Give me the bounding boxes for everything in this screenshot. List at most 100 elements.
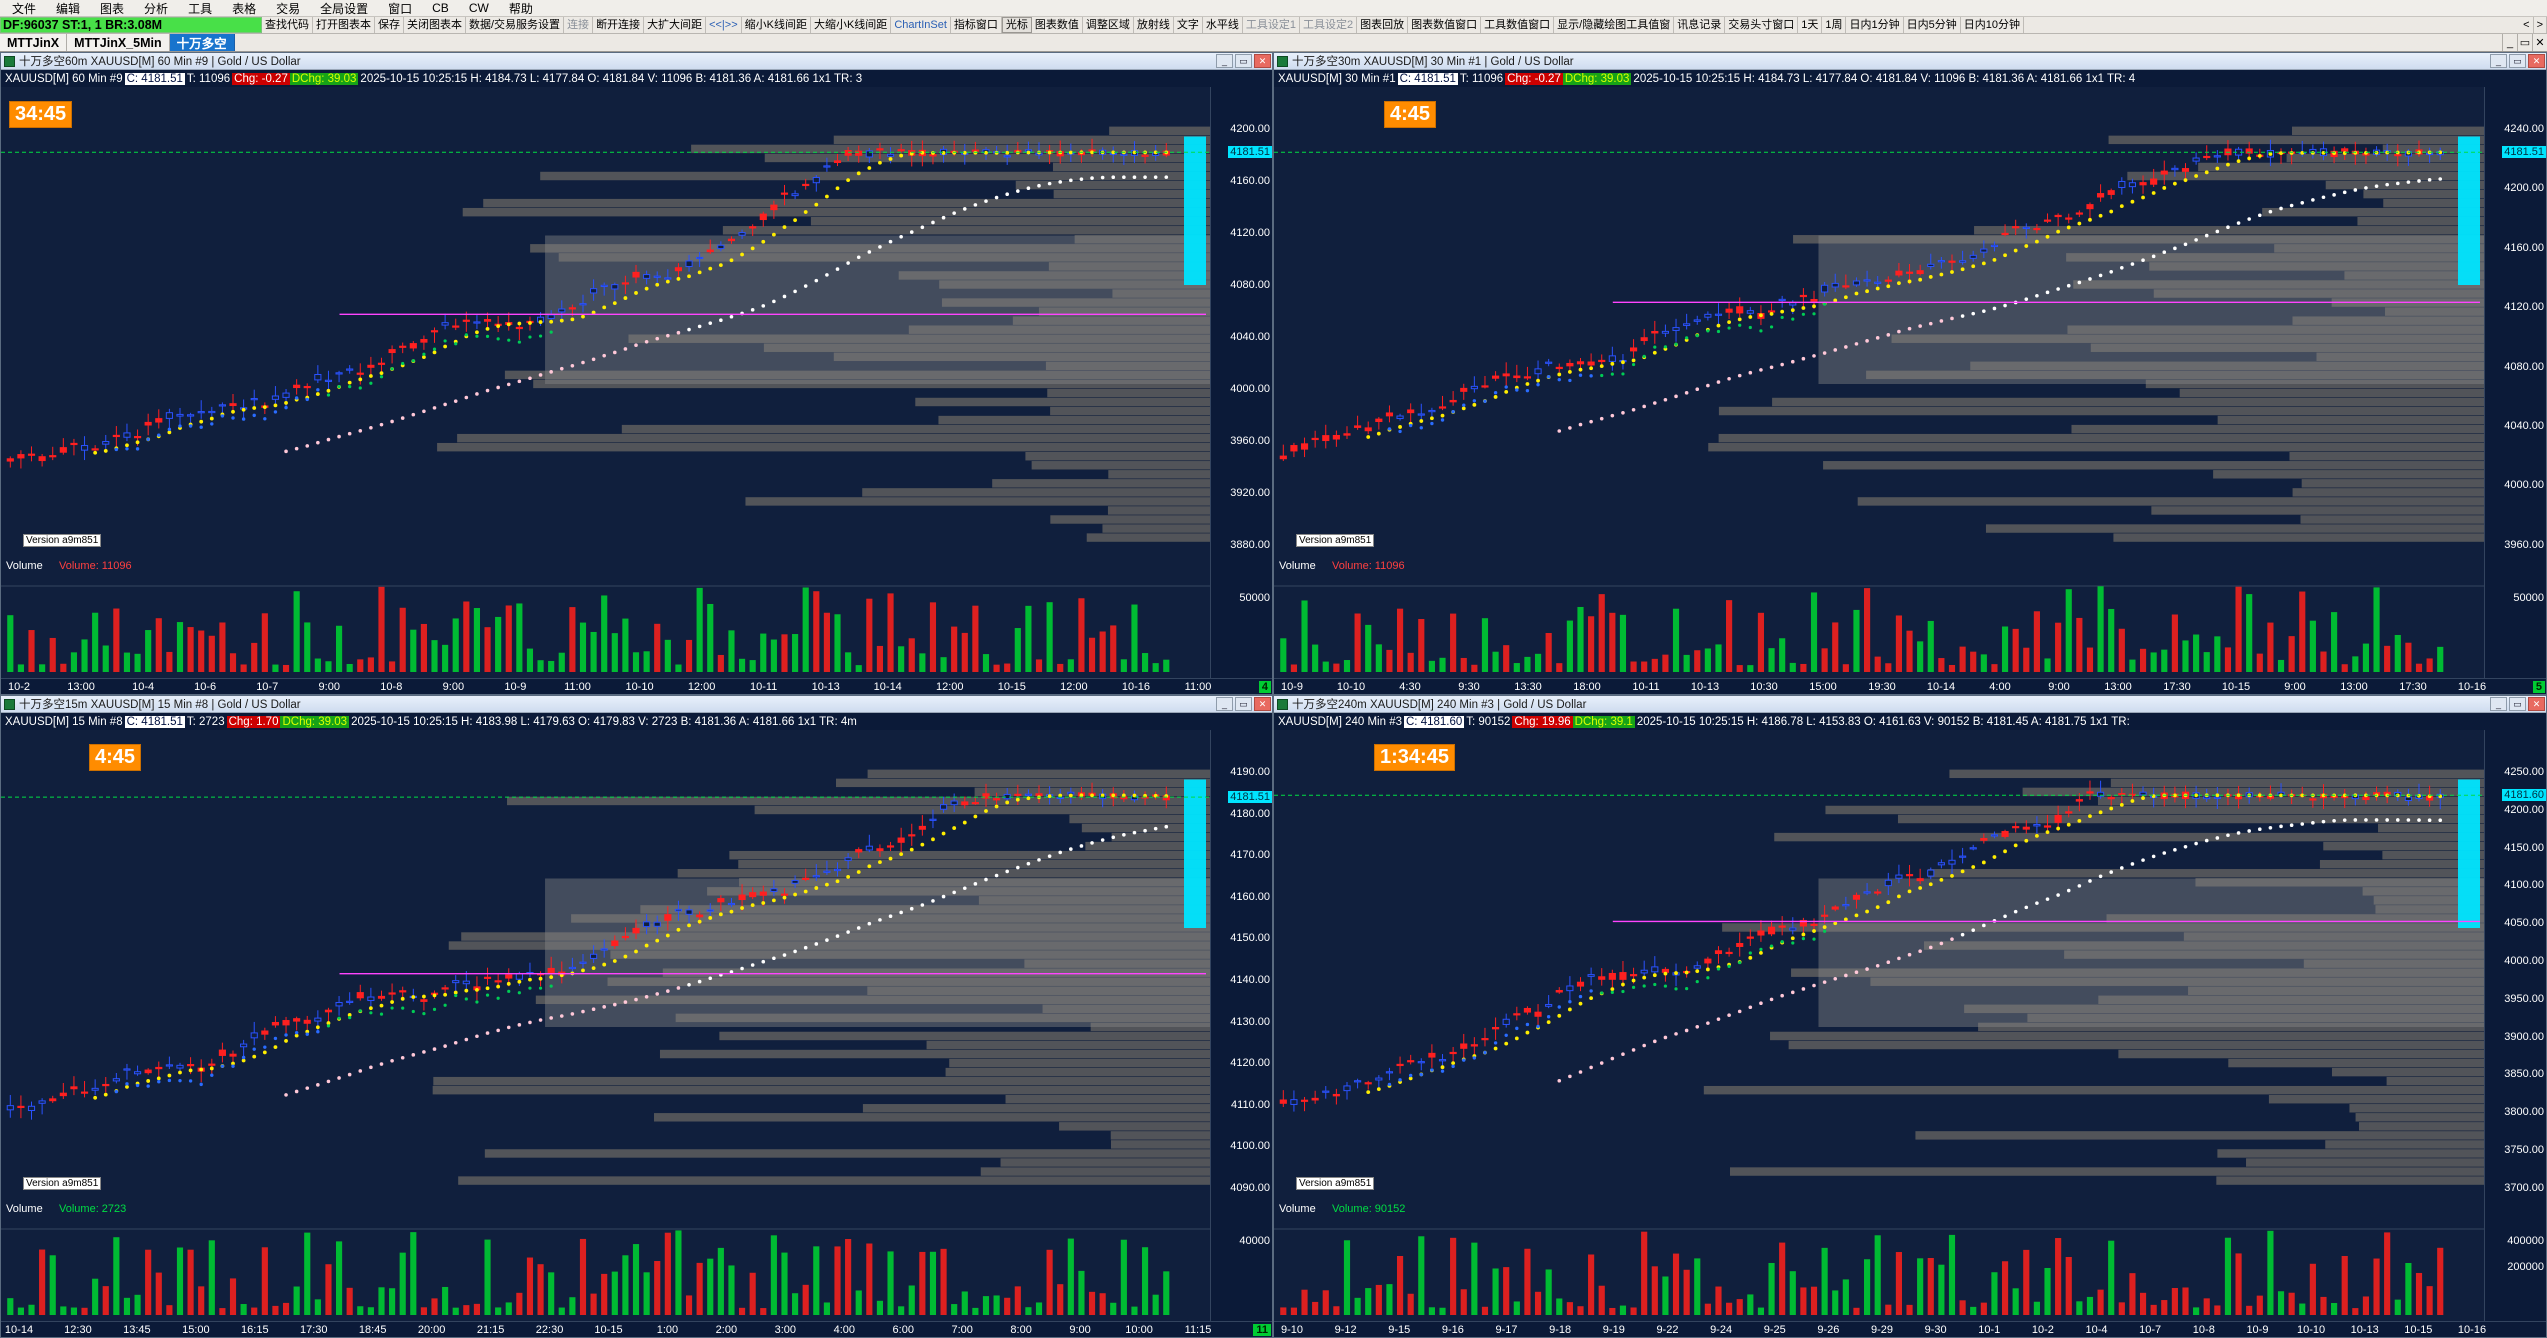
chart-canvas[interactable]: 4200.00 4160.00 4120.00 4080.00 4040.00 4000.… bbox=[1, 87, 1272, 678]
y-axis-label: 4130.00 bbox=[1230, 1015, 1270, 1028]
data-symbol: XAUUSD[M] 30 Min #1 bbox=[1278, 72, 1396, 85]
chart-panel-p30[interactable]: 十万多空30m XAUUSD[M] 30 Min #1 | Gold / US … bbox=[1273, 52, 2547, 695]
toolbar-button-29[interactable]: 日内1分钟 bbox=[1846, 17, 1904, 33]
menu-item-chart[interactable]: 图表 bbox=[100, 1, 125, 16]
data-rest: 2025-10-15 10:25:15 H: 4183.98 L: 4179.6… bbox=[351, 715, 857, 728]
menu-item-analysis[interactable]: 分析 bbox=[144, 1, 169, 16]
toolbar-button-18[interactable]: 水平线 bbox=[1203, 17, 1243, 33]
toolbar-button-15[interactable]: 调整区域 bbox=[1083, 17, 1134, 33]
toolbar-button-21[interactable]: 图表回放 bbox=[1357, 17, 1409, 33]
toolbar-button-30[interactable]: 日内5分钟 bbox=[1904, 17, 1961, 33]
panel-data-row: XAUUSD[M] 60 Min #9 C: 4181.51 T: 11096 Chg… bbox=[1, 70, 1272, 87]
y-axis[interactable]: 4190.00 4180.00 4170.00 4160.00 4150.00 4140.… bbox=[1210, 730, 1272, 1321]
menu-item-table[interactable]: 表格 bbox=[232, 1, 257, 16]
toolbar-button-1[interactable]: 打开图表本 bbox=[313, 17, 375, 33]
menu-item-cw[interactable]: CW bbox=[468, 1, 489, 15]
x-axis-label: 6:00 bbox=[892, 1323, 914, 1336]
toolbar-button-20[interactable]: 工具设定2 bbox=[1300, 17, 1358, 33]
toolbar-button-9[interactable]: 缩小K线间距 bbox=[742, 17, 811, 33]
toolbar-button-22[interactable]: 图表数值窗口 bbox=[1408, 17, 1482, 33]
panel-close-icon[interactable]: ✕ bbox=[2528, 54, 2545, 68]
toolbar-button-11[interactable]: ChartInSet bbox=[891, 17, 951, 33]
menu-bar: 文件 编辑 图表 分析 工具 表格 交易 全局设置 窗口 CB CW 帮助 bbox=[0, 0, 2547, 17]
toolbar-button-26[interactable]: 交易头寸窗口 bbox=[1725, 17, 1799, 33]
toolbar-button-25[interactable]: 讯息记录 bbox=[1674, 17, 1726, 33]
toolbar-button-10[interactable]: 大缩小K线间距 bbox=[811, 17, 892, 33]
toolbar-button-6[interactable]: 断开连接 bbox=[593, 17, 645, 33]
panel-restore-icon[interactable]: ▭ bbox=[1235, 697, 1252, 711]
chart-canvas[interactable]: 4240.00 4200.00 4160.00 4120.00 4080.00 4040.… bbox=[1274, 87, 2546, 678]
chart-panel-p15[interactable]: 十万多空15m XAUUSD[M] 15 Min #8 | Gold / US … bbox=[0, 695, 1273, 1338]
data-symbol: XAUUSD[M] 60 Min #9 bbox=[5, 72, 123, 85]
panel-title: 十万多空60m XAUUSD[M] 60 Min #9 | Gold / US … bbox=[19, 56, 301, 68]
toolbar-button-24[interactable]: 显示/隐藏绘图工具值窗 bbox=[1554, 17, 1675, 33]
toolbar-button-14[interactable]: 图表数值 bbox=[1032, 17, 1083, 33]
panel-close-icon[interactable]: ✕ bbox=[1254, 697, 1271, 711]
minimize-icon[interactable]: _ bbox=[2502, 34, 2517, 51]
x-axis-label: 10-14 bbox=[873, 680, 902, 693]
menu-item-tools[interactable]: 工具 bbox=[188, 1, 213, 16]
toolbar-scroll-right[interactable]: > bbox=[2534, 17, 2547, 33]
menu-item-global-settings[interactable]: 全局设置 bbox=[320, 1, 369, 16]
menu-item-cb[interactable]: CB bbox=[432, 1, 449, 15]
tab-mttjinx[interactable]: MTTJinX bbox=[0, 34, 68, 51]
x-axis: 10-2 13:00 10-4 10-6 10-7 9:00 10-8 9:00 10-9 11:… bbox=[1, 678, 1272, 694]
toolbar-button-2[interactable]: 保存 bbox=[375, 17, 404, 33]
panel-close-icon[interactable]: ✕ bbox=[1254, 54, 1271, 68]
toolbar-button-23[interactable]: 工具数值窗口 bbox=[1481, 17, 1555, 33]
toolbar-button-5[interactable]: 连接 bbox=[564, 17, 594, 33]
panel-restore-icon[interactable]: ▭ bbox=[1235, 54, 1252, 68]
toolbar-button-8[interactable]: <<|>> bbox=[706, 17, 742, 33]
chart-canvas[interactable]: 4190.00 4180.00 4170.00 4160.00 4150.00 4140.… bbox=[1, 730, 1272, 1321]
x-axis-tag: 5 bbox=[2532, 680, 2545, 693]
toolbar-button-19[interactable]: 工具设定1 bbox=[1243, 17, 1301, 33]
toolbar-button-27[interactable]: 1天 bbox=[1798, 17, 1823, 33]
chart-canvas[interactable]: 4250.00 4200.00 4150.00 4100.00 4050.00 4000.… bbox=[1274, 730, 2546, 1321]
y-axis-label: 4100.00 bbox=[2504, 879, 2544, 892]
menu-item-edit[interactable]: 编辑 bbox=[56, 1, 81, 16]
menu-item-help[interactable]: 帮助 bbox=[508, 1, 533, 16]
panel-minimize-icon[interactable]: _ bbox=[1216, 697, 1233, 711]
y-axis[interactable]: 4250.00 4200.00 4150.00 4100.00 4050.00 4000.… bbox=[2484, 730, 2546, 1321]
y-axis-label: 3900.00 bbox=[2504, 1030, 2544, 1043]
panel-minimize-icon[interactable]: _ bbox=[2490, 697, 2507, 711]
toolbar-button-3[interactable]: 关闭图表本 bbox=[404, 17, 466, 33]
panel-close-icon[interactable]: ✕ bbox=[2528, 697, 2545, 711]
toolbar-button-13[interactable]: 光标 bbox=[1001, 17, 1032, 33]
chart-panel-p60[interactable]: 十万多空60m XAUUSD[M] 60 Min #9 | Gold / US … bbox=[0, 52, 1273, 695]
toolbar-button-16[interactable]: 放射线 bbox=[1134, 17, 1174, 33]
toolbar-button-12[interactable]: 指标窗口 bbox=[951, 17, 1002, 33]
x-axis-label: 9-30 bbox=[1924, 1323, 1947, 1336]
x-axis-label: 17:30 bbox=[299, 1323, 328, 1336]
x-axis-label: 10-13 bbox=[2350, 1323, 2379, 1336]
data-close: C: 4181.60 bbox=[1404, 715, 1465, 728]
chart-panel-p240[interactable]: 十万多空240m XAUUSD[M] 240 Min #3 | Gold / U… bbox=[1273, 695, 2547, 1338]
volume-value: Volume: 2723 bbox=[59, 1203, 127, 1215]
panel-minimize-icon[interactable]: _ bbox=[1216, 54, 1233, 68]
tab-shiwan-duokong[interactable]: 十万多空 bbox=[169, 34, 235, 51]
y-axis-label: 4080.00 bbox=[1230, 279, 1270, 291]
toolbar-button-7[interactable]: 大扩大间距 bbox=[644, 17, 707, 33]
toolbar: DF:96037 ST:1, 1 BR:3.08M 查找代码 打开图表本 保存 关闭图… bbox=[0, 17, 2547, 34]
y-axis[interactable]: 4240.00 4200.00 4160.00 4120.00 4080.00 4040.… bbox=[2484, 87, 2546, 678]
panel-restore-icon[interactable]: ▭ bbox=[2509, 54, 2526, 68]
toolbar-scroll-left[interactable]: < bbox=[2520, 17, 2534, 33]
y-axis[interactable]: 4200.00 4160.00 4120.00 4080.00 4040.00 4000.… bbox=[1210, 87, 1272, 678]
x-axis-label: 10-15 bbox=[594, 1323, 623, 1336]
panel-restore-icon[interactable]: ▭ bbox=[2509, 697, 2526, 711]
x-axis-label: 9:00 bbox=[1069, 1323, 1091, 1336]
toolbar-button-31[interactable]: 日内10分钟 bbox=[1961, 17, 2024, 33]
menu-item-trade[interactable]: 交易 bbox=[276, 1, 301, 16]
toolbar-button-28[interactable]: 1周 bbox=[1822, 17, 1847, 33]
close-icon[interactable]: ✕ bbox=[2532, 34, 2547, 51]
panel-minimize-icon[interactable]: _ bbox=[2490, 54, 2507, 68]
menu-item-window[interactable]: 窗口 bbox=[388, 1, 413, 16]
tab-mttjinx-5min[interactable]: MTTJinX_5Min bbox=[67, 34, 170, 51]
toolbar-button-17[interactable]: 文字 bbox=[1174, 17, 1203, 33]
restore-icon[interactable]: ▭ bbox=[2517, 34, 2532, 51]
x-axis-label: 19:30 bbox=[1868, 680, 1896, 693]
menu-item-file[interactable]: 文件 bbox=[12, 1, 37, 16]
toolbar-button-0[interactable]: 查找代码 bbox=[262, 17, 313, 33]
toolbar-button-4[interactable]: 数据/交易服务设置 bbox=[466, 17, 565, 33]
volume-label: Volume bbox=[6, 1203, 43, 1215]
